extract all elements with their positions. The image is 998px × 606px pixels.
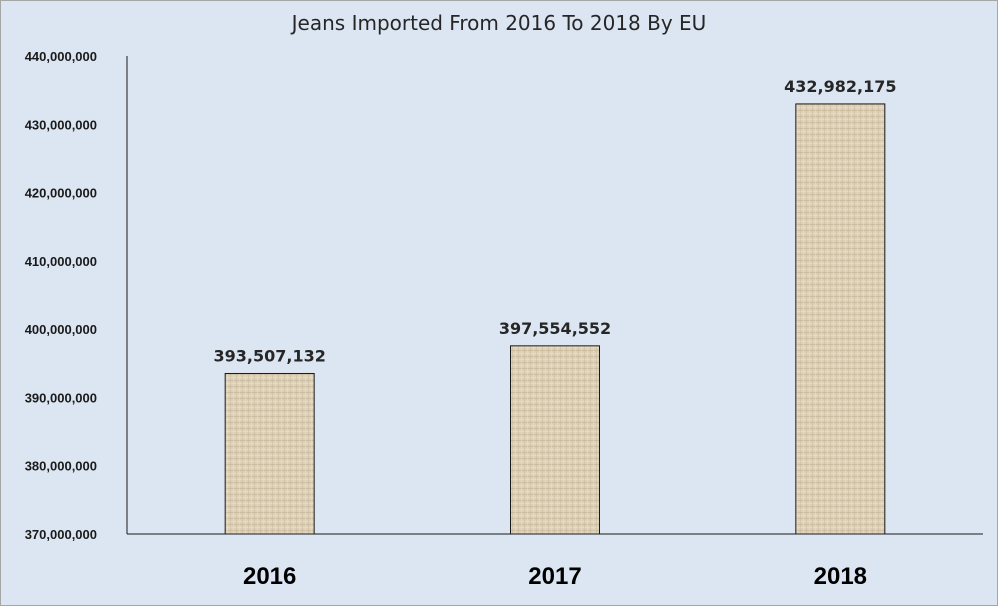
x-tick-label-2018: 2018 xyxy=(814,563,867,590)
data-label-2017: 397,554,552 xyxy=(499,319,611,338)
y-tick-label: 390,000,000 xyxy=(25,390,97,405)
y-tick-label: 380,000,000 xyxy=(25,459,97,474)
data-label-2018: 432,982,175 xyxy=(784,77,896,96)
y-tick-label: 400,000,000 xyxy=(25,322,97,337)
x-tick-label-2017: 2017 xyxy=(528,563,581,590)
y-tick-label: 370,000,000 xyxy=(25,527,97,542)
y-tick-label: 410,000,000 xyxy=(25,254,97,269)
x-tick-label-2016: 2016 xyxy=(243,563,296,590)
bar-2016 xyxy=(224,372,315,535)
data-label-2016: 393,507,132 xyxy=(213,346,325,365)
y-tick-label: 420,000,000 xyxy=(25,186,97,201)
y-tick-label: 440,000,000 xyxy=(25,49,97,64)
chart-title: Jeans Imported From 2016 To 2018 By EU xyxy=(291,11,707,35)
bar-2017 xyxy=(510,345,600,535)
bar-2018 xyxy=(795,103,886,535)
y-tick-label: 430,000,000 xyxy=(25,117,97,132)
